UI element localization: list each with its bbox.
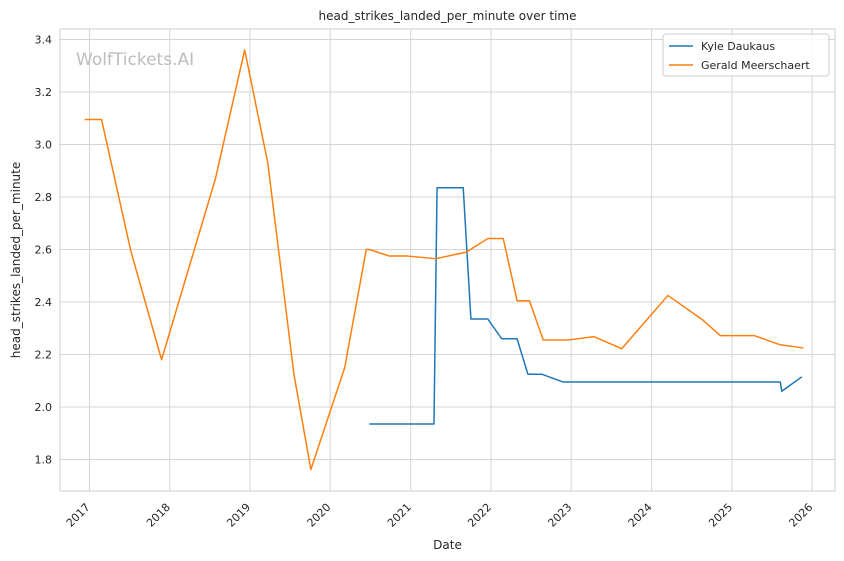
y-tick-label: 2.4 xyxy=(35,296,53,309)
legend-label: Kyle Daukaus xyxy=(701,40,775,53)
y-axis-ticks: 1.8 2.0 2.2 2.4 2.6 2.8 3.0 3.2 3.4 xyxy=(35,34,53,467)
y-tick-label: 3.4 xyxy=(35,34,53,47)
y-tick-label: 1.8 xyxy=(35,454,53,467)
x-axis-ticks: 2017 2018 2019 2020 2021 2022 2023 2024 2025 2026 xyxy=(64,501,816,530)
y-tick-label: 2.0 xyxy=(35,401,53,414)
y-tick-label: 2.6 xyxy=(35,244,53,257)
plot-frame xyxy=(59,28,836,492)
grid-lines xyxy=(60,29,835,491)
x-axis-label: Date xyxy=(433,538,462,552)
legend-box xyxy=(662,33,830,77)
legend-label: Gerald Meerschaert xyxy=(701,59,810,72)
legend: Kyle Daukaus Gerald Meerschaert xyxy=(662,33,830,77)
series-line xyxy=(369,187,803,425)
y-tick-label: 2.8 xyxy=(35,191,53,204)
series-line xyxy=(84,49,804,471)
y-axis-label: head_strikes_landed_per_minute xyxy=(9,162,23,359)
y-tick-label: 3.0 xyxy=(35,139,53,152)
y-tick-label: 2.2 xyxy=(35,349,53,362)
watermark: WolfTickets.AI xyxy=(76,50,194,70)
series-layer xyxy=(84,49,804,471)
chart-title: head_strikes_landed_per_minute over time xyxy=(318,9,576,23)
y-tick-label: 3.2 xyxy=(35,86,53,99)
